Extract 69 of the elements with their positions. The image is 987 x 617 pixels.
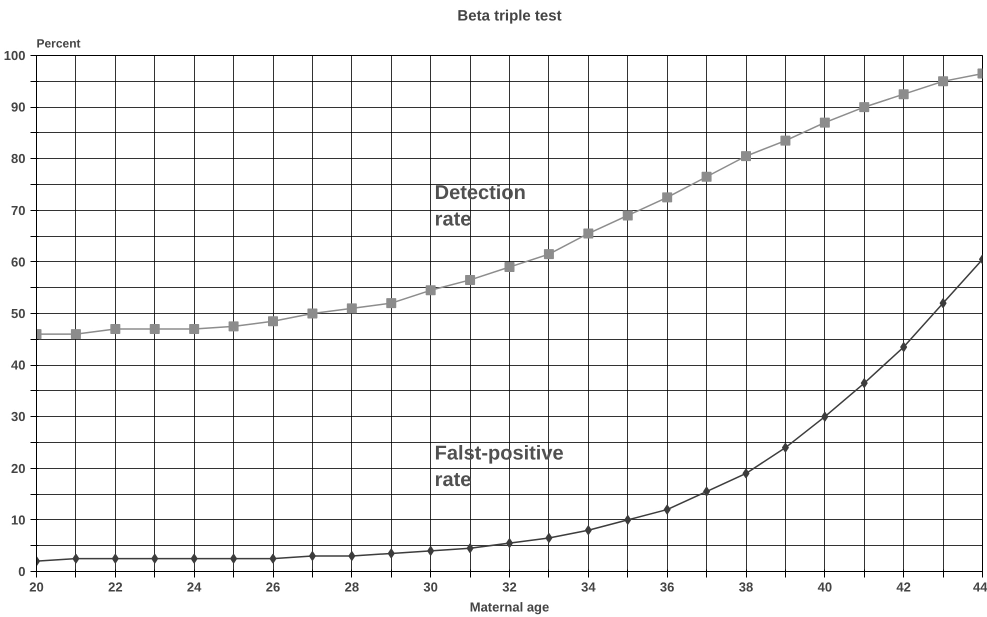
point	[230, 554, 238, 564]
x-tick-label: 26	[266, 580, 280, 594]
x-tick-label: 22	[108, 580, 123, 594]
point	[664, 504, 671, 515]
point	[228, 321, 239, 332]
point	[584, 525, 592, 536]
point	[940, 298, 947, 308]
point	[782, 442, 789, 453]
point	[900, 342, 908, 352]
x-tick-label: 38	[738, 580, 754, 594]
point	[898, 89, 909, 100]
point	[504, 262, 514, 272]
point	[307, 308, 318, 318]
point	[583, 228, 594, 239]
x-tick-label: 24	[186, 580, 202, 594]
y-tick-label: 0	[18, 564, 26, 579]
y-tick-label: 60	[11, 254, 26, 270]
x-tick-label: 28	[344, 580, 360, 594]
point	[426, 285, 436, 296]
point	[346, 303, 357, 314]
y-tick-label: 90	[11, 100, 26, 115]
point	[112, 554, 119, 564]
point	[308, 551, 316, 562]
point	[820, 118, 830, 128]
point	[938, 76, 948, 86]
point	[702, 172, 712, 182]
x-tick-label: 20	[29, 580, 44, 594]
point	[386, 298, 396, 308]
point	[72, 554, 80, 564]
x-tick-label: 34	[581, 580, 596, 594]
point	[662, 192, 672, 202]
point	[348, 551, 356, 562]
point	[465, 274, 476, 285]
point	[190, 554, 198, 564]
point	[545, 532, 552, 543]
x-axis-title: Maternal age	[470, 600, 550, 614]
point	[268, 316, 278, 326]
y-tick-label: 40	[11, 358, 26, 373]
point	[70, 329, 81, 340]
x-tick-label: 40	[818, 580, 832, 594]
y-tick-label: 50	[11, 306, 26, 321]
y-tick-label: 80	[11, 151, 26, 166]
point	[466, 543, 474, 554]
y-axis-title: Percent	[36, 36, 81, 50]
x-tick-label: 32	[502, 580, 517, 594]
point	[624, 514, 632, 525]
y-tick-label: 70	[11, 202, 26, 218]
point	[189, 324, 200, 334]
point	[150, 324, 160, 334]
point	[703, 486, 710, 497]
point	[741, 151, 751, 162]
point	[427, 546, 434, 556]
y-tick-label: 30	[11, 409, 26, 424]
point	[110, 324, 120, 334]
point	[780, 136, 790, 146]
y-tick-label: 100	[4, 48, 26, 63]
y-tick-label: 10	[11, 512, 26, 528]
point	[151, 554, 158, 564]
point	[821, 412, 828, 422]
x-tick-label: 30	[423, 580, 438, 594]
x-tick-label: 42	[896, 580, 911, 594]
x-tick-label: 36	[660, 580, 674, 594]
point	[544, 249, 554, 260]
chart-title: Beta triple test	[457, 8, 562, 24]
y-tick-label: 20	[11, 460, 26, 476]
point	[860, 378, 868, 388]
point	[622, 210, 633, 220]
point	[388, 548, 395, 558]
point	[859, 102, 870, 112]
